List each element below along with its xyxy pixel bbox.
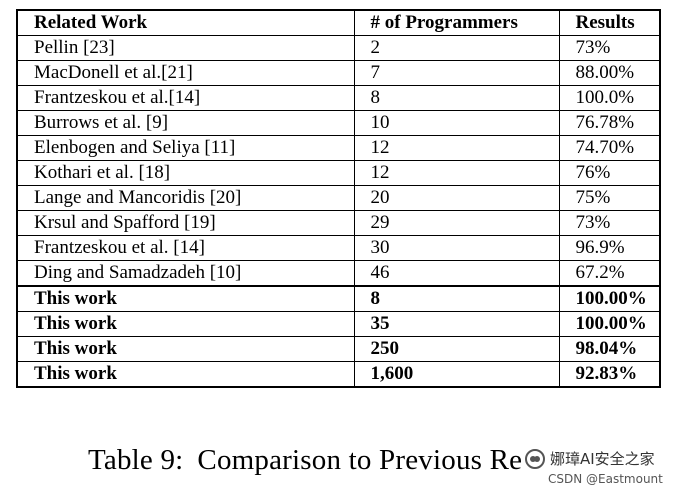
cell-num-programmers: 30 (353, 235, 560, 261)
table-row: Burrows et al. [9] 10 76.78% (16, 110, 661, 136)
table-row: Krsul and Spafford [19] 29 73% (16, 210, 661, 236)
caption-label: Table 9: (88, 444, 184, 476)
caption-text: Comparison to Previous Re (197, 444, 523, 476)
table-row: Kothari et al. [18] 12 76% (16, 160, 661, 186)
cell-related-work: MacDonell et al.[21] (16, 60, 355, 86)
table-header-row: Related Work # of Programmers Results (16, 9, 661, 36)
table-body: Pellin [23] 2 73% MacDonell et al.[21] 7 88.0… (16, 35, 661, 388)
cell-results: 92.83% (558, 361, 661, 388)
table-row: This work 35 100.00% (16, 311, 661, 337)
cell-num-programmers: 1,600 (353, 361, 560, 388)
cell-related-work: Burrows et al. [9] (16, 110, 355, 136)
cell-results: 88.00% (558, 60, 661, 86)
cell-related-work: This work (16, 361, 355, 388)
cell-num-programmers: 250 (353, 336, 560, 362)
cell-related-work: Frantzeskou et al. [14] (16, 235, 355, 261)
header-related-work: Related Work (16, 9, 355, 36)
cell-results: 73% (558, 35, 661, 61)
table-row: Frantzeskou et al.[14] 8 100.0% (16, 85, 661, 111)
comparison-table: Related Work # of Programmers Results Pe… (16, 9, 661, 388)
table-row: Lange and Mancoridis [20] 20 75% (16, 185, 661, 211)
table-row: This work 8 100.00% (16, 285, 661, 312)
cell-results: 76% (558, 160, 661, 186)
cell-num-programmers: 12 (353, 135, 560, 161)
watermark: 娜璋AI安全之家 (525, 448, 655, 469)
cell-related-work: Elenbogen and Seliya [11] (16, 135, 355, 161)
cell-related-work: This work (16, 285, 355, 312)
table-row: This work 250 98.04% (16, 336, 661, 362)
cell-results: 76.78% (558, 110, 661, 136)
cell-num-programmers: 29 (353, 210, 560, 236)
table-row: This work 1,600 92.83% (16, 361, 661, 388)
cell-num-programmers: 10 (353, 110, 560, 136)
cell-num-programmers: 8 (353, 85, 560, 111)
cell-related-work: Krsul and Spafford [19] (16, 210, 355, 236)
cell-results: 100.00% (558, 311, 661, 337)
cell-results: 98.04% (558, 336, 661, 362)
cell-num-programmers: 12 (353, 160, 560, 186)
cell-num-programmers: 46 (353, 260, 560, 287)
table-row: MacDonell et al.[21] 7 88.00% (16, 60, 661, 86)
table-row: Frantzeskou et al. [14] 30 96.9% (16, 235, 661, 261)
cell-num-programmers: 7 (353, 60, 560, 86)
cell-num-programmers: 20 (353, 185, 560, 211)
cell-results: 75% (558, 185, 661, 211)
cell-results: 96.9% (558, 235, 661, 261)
table-caption: Table 9: Comparison to Previous Re (88, 444, 522, 477)
cell-results: 100.0% (558, 85, 661, 111)
cell-results: 74.70% (558, 135, 661, 161)
wechat-icon (525, 448, 545, 469)
table-row: Pellin [23] 2 73% (16, 35, 661, 61)
header-results: Results (558, 9, 661, 36)
table-row: Elenbogen and Seliya [11] 12 74.70% (16, 135, 661, 161)
cell-related-work: Lange and Mancoridis [20] (16, 185, 355, 211)
cell-related-work: Frantzeskou et al.[14] (16, 85, 355, 111)
cell-results: 100.00% (558, 285, 661, 312)
table-row: Ding and Samadzadeh [10] 46 67.2% (16, 260, 661, 287)
cell-num-programmers: 2 (353, 35, 560, 61)
cell-results: 67.2% (558, 260, 661, 287)
watermark-sub: CSDN @Eastmount (548, 472, 663, 486)
cell-related-work: This work (16, 336, 355, 362)
header-num-programmers: # of Programmers (353, 9, 560, 36)
watermark-text: 娜璋AI安全之家 (550, 448, 655, 469)
cell-num-programmers: 8 (353, 285, 560, 312)
cell-related-work: This work (16, 311, 355, 337)
cell-results: 73% (558, 210, 661, 236)
cell-related-work: Ding and Samadzadeh [10] (16, 260, 355, 287)
cell-num-programmers: 35 (353, 311, 560, 337)
cell-related-work: Pellin [23] (16, 35, 355, 61)
cell-related-work: Kothari et al. [18] (16, 160, 355, 186)
